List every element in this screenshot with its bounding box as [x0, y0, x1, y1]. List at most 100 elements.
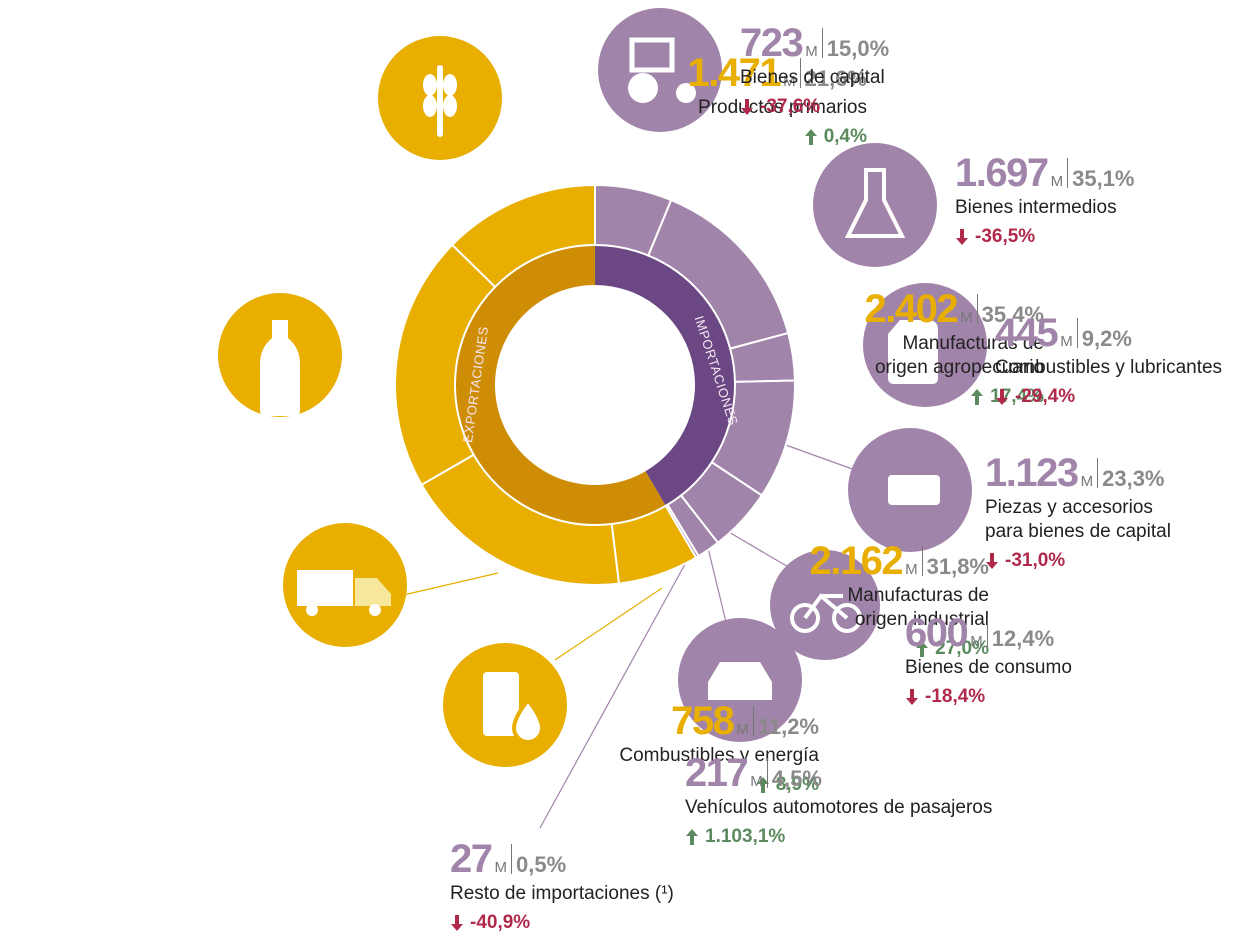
tractor-icon [628, 73, 658, 103]
change-arrow [686, 829, 698, 845]
category-name: Bienes intermedios [955, 197, 1117, 218]
category-name: Vehículos automotores de pasajeros [685, 797, 993, 818]
divider [752, 706, 754, 736]
divider [1076, 318, 1078, 348]
change-arrow [756, 777, 769, 793]
item-label: 1.123 M 23,3% Piezas y accesorios para bien… [985, 452, 1185, 572]
change-arrow [971, 389, 984, 405]
value: 445 [995, 311, 1059, 355]
category-name: Piezas y accesorios para bienes de capit… [985, 497, 1171, 542]
value-line: 2.402 M 35,4% [854, 287, 1045, 331]
change: -18,4% [905, 686, 1072, 708]
wheat-icon [423, 74, 437, 96]
change: -37,6% [740, 96, 889, 118]
inner-ring-segment [454, 245, 666, 525]
divider [986, 618, 988, 648]
item-label: 723 M 15,0% Bienes de capital -37,6% [740, 22, 889, 118]
change: 27,0% [810, 638, 989, 660]
flask-icon [844, 168, 906, 238]
icon-circle [770, 550, 880, 660]
change-value: 0,4% [823, 126, 867, 147]
truck-icon [297, 570, 353, 606]
change-value: -37,6% [760, 96, 821, 117]
share: 4,5% [771, 766, 822, 791]
value: 600 [905, 611, 969, 655]
arrow-shape [986, 553, 998, 569]
divider [799, 58, 801, 88]
leader-line [707, 547, 727, 623]
tractor-icon [629, 37, 675, 73]
change: -31,0% [985, 550, 1185, 572]
change-arrow [986, 553, 998, 569]
value-line: 27 M 0,5% [450, 838, 674, 880]
wheat-icon [423, 95, 437, 117]
leader-line [539, 554, 691, 829]
leader-line [394, 572, 499, 598]
value-line: 758 M 11,2% [619, 700, 819, 742]
value-line: 600 M 12,4% [905, 612, 1072, 654]
value: 1.697 [955, 151, 1049, 195]
share: 31,8% [926, 554, 989, 579]
share: 35,1% [1072, 166, 1135, 191]
share: 12,4% [991, 626, 1055, 651]
bottle-icon [260, 320, 300, 416]
share: 0,5% [516, 852, 567, 877]
bike-icon [790, 603, 820, 633]
value: 723 [740, 21, 804, 65]
unit: M [905, 561, 918, 578]
change-value: 1.103,1% [705, 826, 786, 847]
item-label: 445 M 9,2% Combustibles y lubricantes -29,4% [995, 312, 1222, 408]
arrow-shape [996, 389, 1008, 405]
barrel-icon [483, 672, 519, 736]
donut [394, 183, 796, 586]
leader-line [554, 587, 663, 661]
change: -36,5% [955, 226, 1135, 248]
divider [921, 546, 923, 576]
icon-glyphs [260, 37, 940, 744]
icon-circle [813, 143, 937, 267]
category-name: Manufacturas de origen industrial [847, 585, 989, 630]
wheat-icon [437, 65, 443, 137]
arrow-shape [741, 99, 753, 115]
truck-icon [306, 604, 318, 616]
jerrycan-icon [888, 320, 938, 384]
change: 0,4% [688, 126, 867, 148]
arrow-shape [756, 777, 769, 793]
value: 27 [450, 837, 493, 881]
change-value: -29,4% [1015, 386, 1076, 407]
value: 217 [685, 751, 749, 795]
value: 1.123 [985, 451, 1079, 495]
change: -40,9% [450, 912, 674, 934]
bike-icon [803, 593, 849, 620]
item-label: 1.471 M 21,6% Productos primarios 0,4% [688, 52, 868, 148]
value: 2.162 [809, 539, 904, 583]
item-label: 27 M 0,5% Resto de importaciones (¹) -40,9% [450, 838, 674, 934]
truck-icon [355, 578, 391, 606]
unit: M [494, 859, 508, 876]
drop-icon [511, 696, 545, 744]
change-arrow [916, 641, 929, 657]
value: 2.402 [864, 287, 959, 331]
change-arrow [741, 99, 753, 115]
tractor-icon [676, 83, 696, 103]
share: 15,0% [826, 36, 890, 61]
change-value: -31,0% [1005, 550, 1066, 571]
screw-icon [888, 475, 940, 505]
change-value: 27,0% [935, 638, 989, 659]
change-value: -18,4% [925, 686, 986, 707]
item-label: 2.402 M 35,4% Manufacturas de origen agrope… [854, 287, 1045, 408]
unit: M [805, 43, 818, 60]
category-name: Resto de importaciones (¹) [450, 883, 674, 904]
arrow-shape [451, 915, 463, 931]
share: 35,4% [981, 302, 1044, 327]
truck-icon [369, 604, 381, 616]
outer-ring-segment [664, 503, 700, 559]
arrow-shape [971, 389, 984, 405]
arrow-shape [906, 689, 918, 705]
category-name: Productos primarios [698, 97, 867, 118]
item-label: 2.162 M 31,8% Manufacturas de origen indust… [810, 540, 990, 660]
divider [511, 844, 512, 874]
unit: M [960, 309, 973, 326]
